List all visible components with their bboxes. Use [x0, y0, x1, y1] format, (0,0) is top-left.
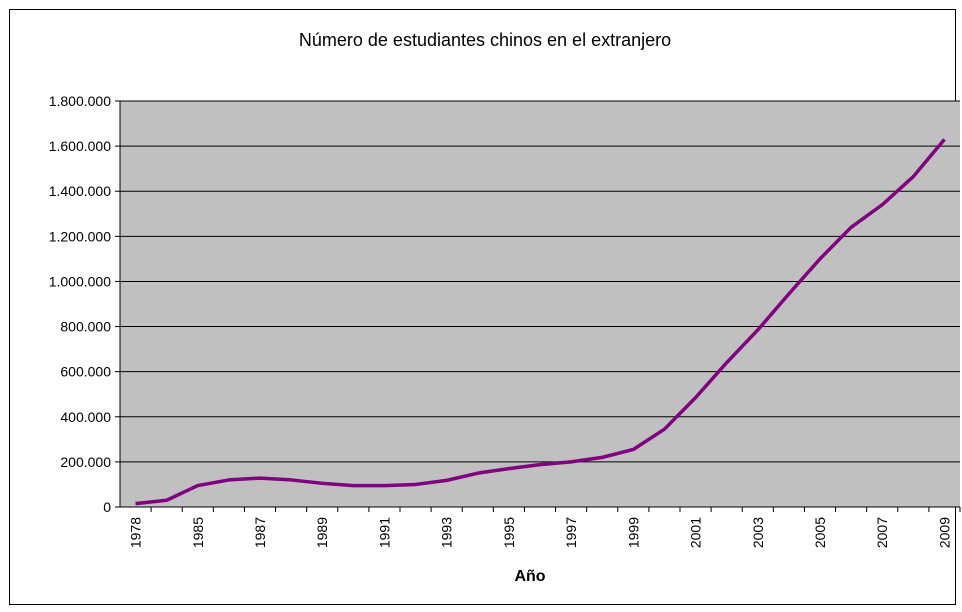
y-tick-label: 0	[103, 499, 111, 515]
y-tick-label: 400.000	[60, 409, 111, 425]
x-tick-label: 1999	[625, 517, 641, 548]
x-tick-label: 1991	[376, 517, 392, 548]
x-axis-title: Año	[514, 568, 545, 585]
x-tick-label: 2009	[936, 517, 952, 548]
y-tick-label: 1.600.000	[49, 138, 111, 154]
y-tick-label: 1.200.000	[49, 228, 111, 244]
x-tick-label: 1987	[252, 517, 268, 548]
x-tick-label: 1989	[314, 517, 330, 548]
y-tick-label: 1.400.000	[49, 183, 111, 199]
x-tick-label: 2003	[750, 517, 766, 548]
y-tick-label: 800.000	[60, 319, 111, 335]
y-tick-label: 1.000.000	[49, 273, 111, 289]
y-tick-label: 600.000	[60, 364, 111, 380]
x-tick-label: 1985	[190, 517, 206, 548]
plot-area	[120, 101, 960, 507]
chart-title: Número de estudiantes chinos en el extra…	[299, 30, 671, 50]
line-series	[135, 138, 946, 506]
x-tick-label: 2007	[874, 517, 890, 548]
x-tick-label: 1978	[128, 517, 144, 548]
x-tick-label: 1993	[439, 517, 455, 548]
y-tick-label: 200.000	[60, 454, 111, 470]
x-tick-label: 2005	[812, 517, 828, 548]
y-tick-label: 1.800.000	[49, 93, 111, 109]
x-tick-label: 2001	[688, 517, 704, 548]
x-tick-label: 1997	[563, 517, 579, 548]
x-tick-label: 1995	[501, 517, 517, 548]
